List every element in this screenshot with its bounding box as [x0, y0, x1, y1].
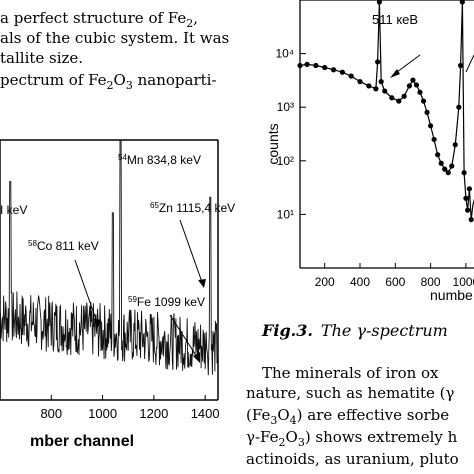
- right-data-point: [376, 0, 383, 5]
- right-chart-x-axis-label: numbe: [430, 287, 473, 303]
- right-data-point: [465, 207, 471, 213]
- right-series-line: [299, 1, 474, 220]
- arrowhead-co58: [93, 318, 101, 328]
- right-text-line4: γ-Fe2O3) shows extremely h: [246, 428, 458, 449]
- right-data-point: [330, 67, 337, 73]
- right-data-point: [410, 77, 416, 83]
- arrowhead-zn65: [198, 279, 206, 288]
- right-x-tick-label: 400: [350, 275, 370, 289]
- figure-caption: Fig.3. The γ-spectrum: [261, 321, 448, 340]
- arrowhead-511kev: [390, 69, 400, 78]
- right-data-point: [463, 195, 469, 201]
- left-x-tick-label: 1400: [191, 406, 220, 421]
- right-data-point: [378, 79, 384, 85]
- left-gamma-spectrum-chart: 800 1000 1200 1400 mber channel I keV 58Co …: [0, 139, 235, 450]
- right-x-tick-label: 200: [315, 275, 335, 289]
- left-spectrum-line: [0, 139, 219, 376]
- arrow-co58: [74, 259, 99, 326]
- right-data-point: [466, 186, 473, 192]
- right-data-point: [375, 59, 381, 65]
- right-y-tick-label: 10³: [277, 100, 294, 114]
- right-x-tick-label: 600: [385, 275, 405, 289]
- right-data-point: [389, 95, 395, 101]
- right-counts-chart: 10¹ 10² 10³ 10⁴ 200 400 600 800 1000 counts numb…: [265, 0, 474, 303]
- right-data-point: [442, 166, 448, 172]
- right-data-point: [357, 79, 363, 85]
- left-text-line3: tallite size.: [0, 49, 83, 67]
- right-data-point: [313, 62, 319, 69]
- right-data-point: [413, 82, 420, 88]
- annotation-511kev: 511 кеВ: [372, 12, 418, 27]
- right-data-point: [322, 64, 328, 71]
- left-text-line2: als of the cubic system. It was: [0, 29, 229, 47]
- right-x-tick-label: 800: [421, 275, 441, 289]
- left-chart-x-axis-label: mber channel: [30, 433, 134, 450]
- annotation-fe59: 59Fe 1099 keV: [128, 295, 205, 309]
- arrow-fe59: [169, 314, 200, 361]
- right-data-point: [431, 136, 437, 143]
- right-y-tick-label: 10²: [277, 154, 294, 168]
- right-x-tick-label: 1000: [453, 275, 474, 289]
- right-text-line5: actinoids, as uranium, pluto: [246, 450, 459, 468]
- right-data-point: [396, 98, 402, 104]
- right-data-point: [459, 0, 465, 5]
- annotation-mn54: 54Mn 834,8 keV: [118, 153, 201, 167]
- right-data-point: [427, 123, 434, 129]
- right-data-point: [401, 93, 407, 99]
- arrow-right-peak: [465, 54, 474, 73]
- right-data-point: [435, 152, 441, 158]
- left-x-tick-label: 1200: [139, 406, 168, 421]
- right-data-point: [304, 61, 310, 67]
- right-data-point: [452, 142, 458, 148]
- right-text-line1: The minerals of iron ox: [262, 364, 439, 382]
- right-text-line2: nature, such as hematite (γ: [246, 384, 455, 402]
- arrowhead-fe59: [193, 352, 200, 363]
- right-data-point: [445, 170, 451, 176]
- right-data-point: [339, 69, 345, 75]
- right-y-tick-label: 10¹: [277, 207, 294, 221]
- arrow-zn65: [179, 219, 204, 286]
- right-data-point: [297, 62, 303, 69]
- annotation-co58: 58Co 811 keV: [28, 239, 99, 253]
- right-text-line3: (Fe3O4) are effective sorbe: [246, 406, 449, 427]
- annotation-zn65: 65Zn 1115,4 keV: [150, 201, 235, 215]
- left-text-line1: a perfect structure of Fe2,: [0, 9, 198, 30]
- right-data-point: [456, 104, 462, 110]
- right-data-point: [468, 216, 474, 223]
- right-data-point: [417, 89, 423, 95]
- right-data-point: [348, 73, 354, 79]
- right-data-point: [457, 62, 464, 69]
- right-data-point: [449, 163, 455, 169]
- right-data-point: [406, 83, 413, 89]
- right-y-tick-label: 10⁴: [275, 47, 294, 61]
- right-data-point: [420, 98, 427, 104]
- left-x-tick-label: 1000: [88, 406, 117, 421]
- left-x-tick-label: 800: [40, 406, 62, 421]
- left-text-line4: pectrum of Fe2O3 nanoparti-: [0, 71, 217, 92]
- right-data-point: [438, 160, 444, 166]
- right-data-point: [382, 88, 388, 94]
- right-data-point: [461, 170, 467, 176]
- right-data-point: [424, 109, 430, 115]
- right-chart-y-axis-label: counts: [265, 123, 281, 164]
- right-data-point: [373, 86, 379, 92]
- annotation-first-peak: I keV: [0, 203, 27, 217]
- right-data-point: [366, 83, 372, 89]
